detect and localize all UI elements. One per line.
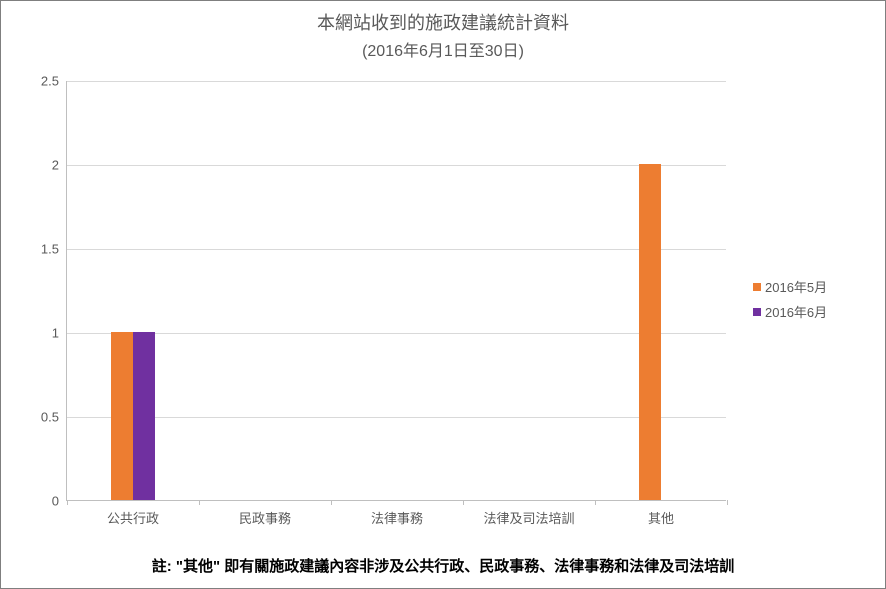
bar [133,332,155,500]
x-tick-mark [595,500,596,505]
legend-swatch [753,283,761,291]
x-tick-mark [463,500,464,505]
x-tick-mark [727,500,728,505]
x-tick-label: 法律及司法培訓 [483,500,574,527]
x-tick-mark [67,500,68,505]
title-block: 本網站收到的施政建議統計資料 (2016年6月1日至30日) [1,9,885,61]
grid-line [67,249,726,250]
grid-line [67,333,726,334]
legend-label: 2016年5月 [765,277,827,296]
x-tick-label: 民政事務 [239,500,291,527]
y-tick-label: 2.5 [41,74,67,89]
y-tick-label: 0 [52,494,67,509]
bar [639,164,661,500]
x-tick-label: 法律事務 [371,500,423,527]
footnote: 註: "其他" 即有關施政建議內容非涉及公共行政、民政事務、法律事務和法律及司法… [1,555,885,576]
y-tick-label: 1 [52,326,67,341]
chart-subtitle: (2016年6月1日至30日) [1,37,885,61]
y-tick-label: 1.5 [41,242,67,257]
legend-swatch [753,308,761,316]
chart-title: 本網站收到的施政建議統計資料 [1,9,885,35]
legend-item: 2016年5月 [753,277,827,296]
legend-item: 2016年6月 [753,302,827,321]
bar [111,332,133,500]
x-tick-mark [331,500,332,505]
x-tick-mark [199,500,200,505]
grid-line [67,81,726,82]
grid-line [67,417,726,418]
y-tick-label: 0.5 [41,410,67,425]
legend-label: 2016年6月 [765,302,827,321]
x-tick-label: 其他 [648,500,674,527]
chart-container: 本網站收到的施政建議統計資料 (2016年6月1日至30日) 00.511.52… [0,0,886,589]
y-tick-label: 2 [52,158,67,173]
plot-area: 00.511.522.5公共行政民政事務法律事務法律及司法培訓其他 [66,81,726,501]
x-tick-label: 公共行政 [107,500,159,527]
grid-line [67,165,726,166]
legend: 2016年5月 2016年6月 [753,271,827,327]
